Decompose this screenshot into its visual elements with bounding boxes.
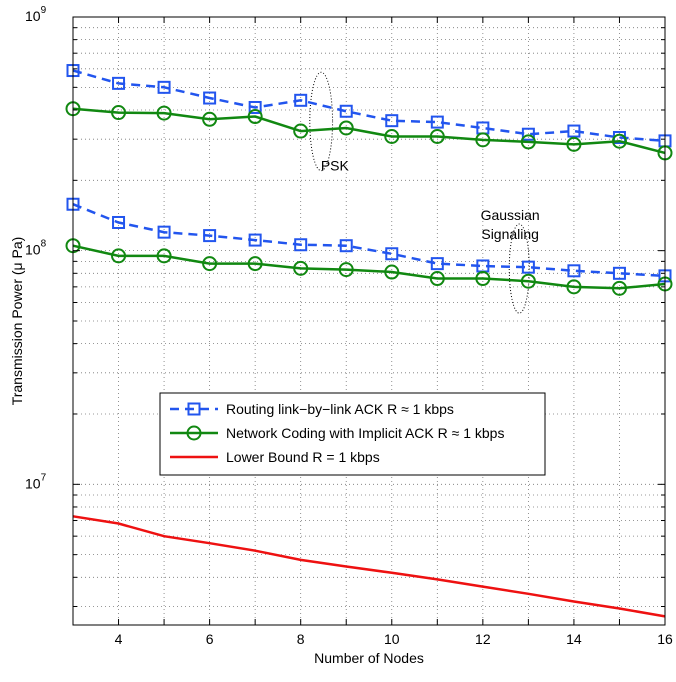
data-point <box>203 91 217 105</box>
series-line <box>72 515 666 618</box>
data-point <box>293 260 309 276</box>
axis-ticks: 4 6 8 10 12 14 16 107 108 109 <box>25 5 673 647</box>
data-point <box>202 256 218 272</box>
data-point <box>293 123 309 139</box>
legend-marker <box>187 402 201 416</box>
series-4 <box>72 515 666 618</box>
data-point <box>520 134 536 150</box>
data-point <box>338 120 354 136</box>
legend-label: Routing link−by−link ACK R ≈ 1 kbps <box>226 401 454 417</box>
data-point <box>430 115 444 129</box>
data-point <box>384 264 400 280</box>
data-point <box>521 260 535 274</box>
data-point <box>248 233 262 247</box>
data-point <box>611 280 627 296</box>
data-point <box>294 93 308 107</box>
data-point <box>567 264 581 278</box>
data-point <box>520 273 536 289</box>
data-point <box>429 271 445 287</box>
data-point <box>247 109 263 125</box>
data-point <box>294 238 308 252</box>
y-tick-label: 107 <box>25 472 47 491</box>
legend-item: Routing link−by−link ACK R ≈ 1 kbps <box>170 401 454 417</box>
series-line <box>72 69 666 143</box>
data-point <box>248 100 262 114</box>
legend-item: Lower Bound R = 1 kbps <box>170 449 380 465</box>
series-line <box>72 107 666 155</box>
legend-item: Network Coding with Implicit ACK R ≈ 1 k… <box>170 425 504 441</box>
data-point <box>339 104 353 118</box>
series-3 <box>65 238 673 296</box>
x-tick-label: 4 <box>115 631 123 647</box>
data-point <box>566 136 582 152</box>
series-lines <box>65 64 673 618</box>
data-point <box>475 132 491 148</box>
x-axis-label: Number of Nodes <box>314 650 424 666</box>
data-point <box>521 127 535 141</box>
annotation-ellipse <box>508 223 530 314</box>
data-point <box>339 239 353 253</box>
annotations: PSK Gaussian Signaling <box>321 158 540 243</box>
series-line <box>72 203 666 278</box>
data-point <box>385 114 399 128</box>
x-tick-label: 16 <box>657 631 673 647</box>
legend: Routing link−by−link ACK R ≈ 1 kbps Netwo… <box>159 392 546 476</box>
data-point <box>384 129 400 145</box>
data-point <box>429 129 445 145</box>
legend-label: Lower Bound R = 1 kbps <box>226 449 380 465</box>
annotation-ellipses <box>309 71 530 314</box>
data-point <box>156 105 172 121</box>
data-point <box>112 215 126 229</box>
x-tick-label: 8 <box>297 631 305 647</box>
data-point <box>156 248 172 264</box>
data-point <box>612 266 626 280</box>
annotation-label: Gaussian Signaling <box>481 207 540 242</box>
series-0 <box>66 64 672 148</box>
data-point <box>611 133 627 149</box>
legend-marker <box>186 425 202 441</box>
legend-label: Network Coding with Implicit ACK R ≈ 1 k… <box>226 425 504 441</box>
data-point <box>157 80 171 94</box>
data-point <box>385 247 399 261</box>
x-tick-label: 6 <box>206 631 214 647</box>
grid <box>73 17 665 625</box>
data-point <box>475 271 491 287</box>
data-point <box>157 225 171 239</box>
data-point <box>338 262 354 278</box>
x-tick-label: 12 <box>475 631 491 647</box>
data-point <box>112 76 126 90</box>
x-tick-label: 10 <box>384 631 400 647</box>
data-point <box>111 248 127 264</box>
data-point <box>202 111 218 127</box>
data-point <box>567 124 581 138</box>
data-point <box>247 256 263 272</box>
y-axis-label: Transmission Power (μ Pa) <box>9 237 25 406</box>
legend-box <box>159 392 546 476</box>
y-tick-label: 109 <box>25 5 47 24</box>
series-1 <box>65 101 673 161</box>
data-point <box>566 279 582 295</box>
data-point <box>111 105 127 121</box>
annotation-ellipse <box>309 71 334 172</box>
annotation-label: PSK <box>321 158 350 174</box>
x-tick-label: 14 <box>566 631 582 647</box>
series-2 <box>66 197 672 283</box>
series-line <box>72 244 666 290</box>
y-tick-label: 108 <box>25 239 47 258</box>
data-point <box>203 229 217 243</box>
data-point <box>430 257 444 271</box>
